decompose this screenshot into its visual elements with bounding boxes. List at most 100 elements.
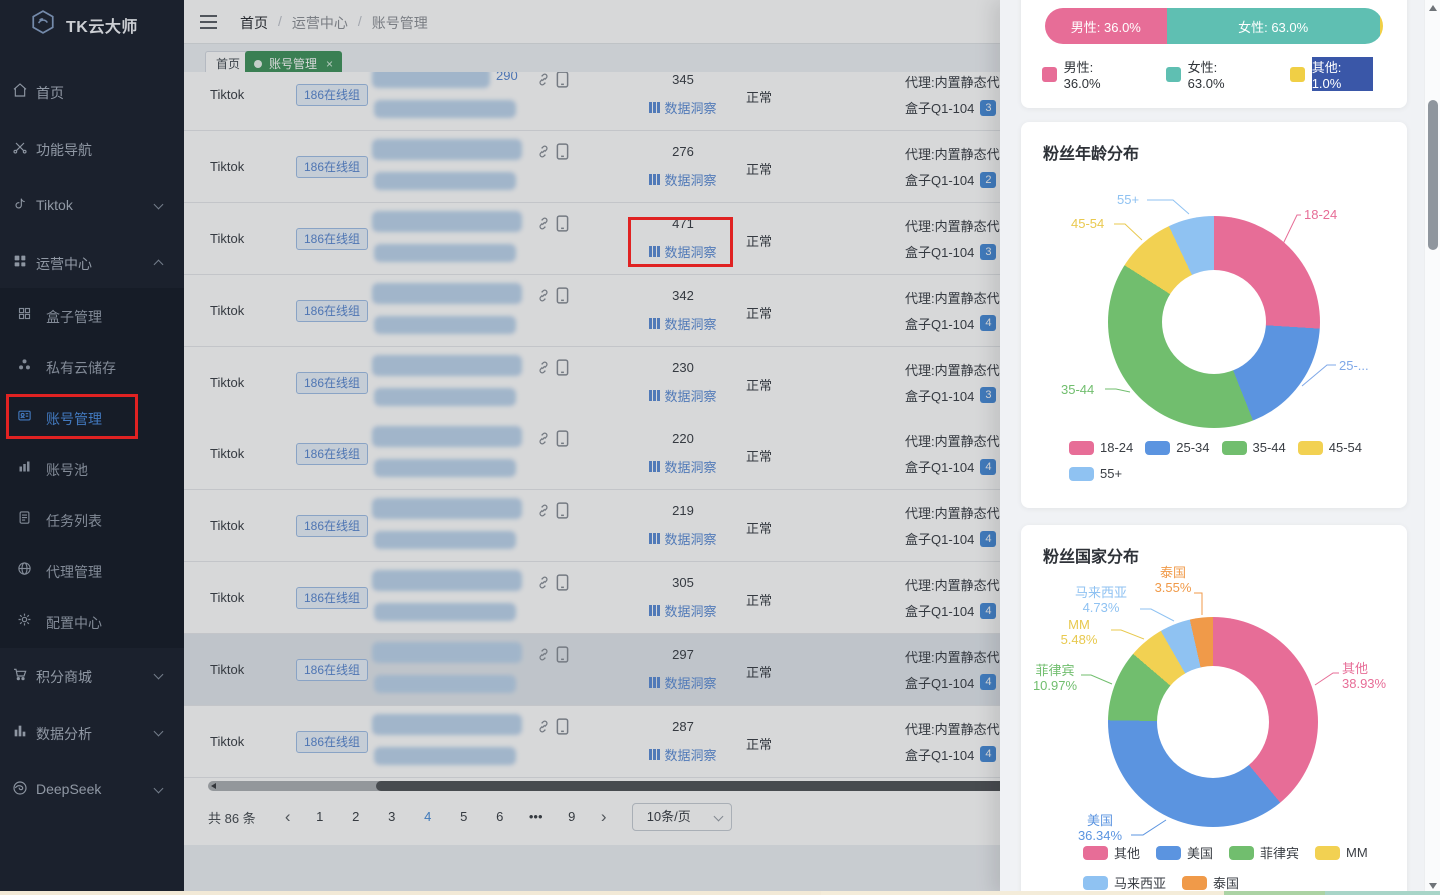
- data-insight-link[interactable]: 数据洞察: [640, 745, 726, 764]
- legend-item[interactable]: 其他: [1083, 843, 1140, 862]
- phone-icon[interactable]: [556, 358, 569, 376]
- page-number[interactable]: •••: [528, 809, 543, 824]
- sidebar-item-operations-center[interactable]: 运营中心: [0, 242, 184, 282]
- app-logo[interactable]: TK云大师: [0, 0, 184, 56]
- legend-item[interactable]: 55+: [1069, 466, 1122, 481]
- data-insight-link[interactable]: 数据洞察: [640, 98, 726, 117]
- page-number[interactable]: 6: [496, 809, 504, 824]
- sidebar-item-task-list[interactable]: 任务列表: [0, 501, 184, 537]
- page-number[interactable]: 9: [568, 809, 576, 824]
- tab-close-icon[interactable]: ×: [326, 57, 334, 71]
- page-number[interactable]: 4: [424, 809, 432, 824]
- horizontal-scrollbar[interactable]: [208, 781, 1005, 791]
- phone-icon[interactable]: [556, 646, 569, 663]
- breadcrumb-home[interactable]: 首页: [240, 15, 268, 31]
- sidebar-item-feature-nav[interactable]: 功能导航: [0, 128, 184, 168]
- group-tag[interactable]: 186在线组: [296, 84, 369, 107]
- legend-item[interactable]: 18-24: [1069, 440, 1133, 455]
- page-number[interactable]: 2: [352, 809, 360, 824]
- group-tag[interactable]: 186在线组: [296, 228, 369, 250]
- link-icon[interactable]: [536, 719, 551, 734]
- sidebar-item-box-manage[interactable]: 盒子管理: [0, 297, 184, 333]
- page-number[interactable]: 1: [316, 809, 324, 824]
- table-row[interactable]: Tiktok 186在线组 276 数据洞察 正常 代理:内置静态代 盒子Q1-…: [184, 131, 1005, 204]
- link-icon[interactable]: [536, 360, 551, 375]
- gender-bar-other[interactable]: [1379, 8, 1383, 44]
- scroll-down-arrow-icon[interactable]: [1429, 883, 1437, 889]
- data-insight-link[interactable]: 数据洞察: [640, 457, 726, 476]
- data-insight-link[interactable]: 数据洞察: [640, 242, 726, 261]
- group-tag[interactable]: 186在线组: [296, 443, 369, 466]
- page-size-select[interactable]: 10条/页: [631, 803, 732, 831]
- group-tag[interactable]: 186在线组: [296, 658, 369, 681]
- country-donut-chart[interactable]: [1108, 617, 1318, 827]
- link-icon[interactable]: [536, 647, 551, 662]
- table-row[interactable]: Tiktok 186在线组 230 数据洞察 正常 代理:内置静态代 盒子Q1-…: [184, 346, 1005, 419]
- legend-item[interactable]: 45-54: [1297, 440, 1362, 455]
- table-row[interactable]: Tiktok 186在线组 342 数据洞察 正常 代理:内置静态代 盒子Q1-…: [184, 274, 1005, 347]
- phone-icon[interactable]: [556, 717, 569, 735]
- age-donut-chart[interactable]: [1108, 216, 1320, 428]
- data-insight-link[interactable]: 数据洞察: [640, 673, 726, 692]
- group-tag[interactable]: 186在线组: [296, 299, 369, 322]
- page-scrollbar[interactable]: [1424, 0, 1440, 895]
- link-icon[interactable]: [536, 575, 551, 590]
- legend-item[interactable]: MM: [1315, 843, 1368, 862]
- gender-bar-female[interactable]: 女性: 63.0%: [1166, 8, 1380, 44]
- scroll-up-arrow-icon[interactable]: [1429, 5, 1437, 11]
- table-row[interactable]: Tiktok 186在线组 290 345 数据洞察 正常 代理:内置静态代 盒…: [184, 72, 1005, 132]
- link-icon[interactable]: [536, 288, 551, 303]
- table-row[interactable]: Tiktok 186在线组 220 数据洞察 正常 代理:内置静态代 盒子Q1-…: [184, 418, 1005, 491]
- scroll-left-arrow-icon[interactable]: [211, 783, 216, 789]
- legend-item[interactable]: 菲律宾: [1229, 843, 1299, 862]
- legend-item[interactable]: 女性: 63.0%: [1166, 57, 1256, 91]
- link-icon[interactable]: [536, 144, 551, 159]
- data-insight-link[interactable]: 数据洞察: [640, 386, 726, 405]
- link-icon[interactable]: [536, 431, 551, 446]
- group-tag[interactable]: 186在线组: [296, 371, 369, 394]
- phone-icon[interactable]: [556, 502, 569, 519]
- horizontal-scrollbar-thumb[interactable]: [376, 781, 1005, 791]
- legend-item[interactable]: 美国: [1156, 843, 1213, 862]
- table-row[interactable]: Tiktok 186在线组 471 数据洞察 正常 代理:内置静态代 盒子Q1-…: [184, 203, 1005, 275]
- page-number[interactable]: 5: [460, 809, 468, 824]
- group-tag[interactable]: 186在线组: [296, 587, 369, 609]
- table-row[interactable]: Tiktok 186在线组 219 数据洞察 正常 代理:内置静态代 盒子Q1-…: [184, 490, 1005, 563]
- data-insight-link[interactable]: 数据洞察: [640, 170, 726, 189]
- phone-icon[interactable]: [556, 574, 569, 591]
- group-tag[interactable]: 186在线组: [296, 515, 369, 538]
- sidebar-item-home[interactable]: 首页: [0, 71, 184, 111]
- sidebar-item-account-pool[interactable]: 账号池: [0, 450, 184, 486]
- legend-item[interactable]: 马来西亚: [1083, 873, 1166, 892]
- link-icon[interactable]: [536, 503, 551, 518]
- phone-icon[interactable]: [556, 430, 569, 448]
- sidebar-item-data-analytics[interactable]: 数据分析: [0, 712, 184, 752]
- sidebar-item-account-manage[interactable]: 账号管理: [0, 399, 184, 435]
- legend-item[interactable]: 35-44: [1221, 440, 1286, 455]
- sidebar-item-proxy-manage[interactable]: 代理管理: [0, 552, 184, 588]
- legend-item[interactable]: 25-34: [1145, 440, 1210, 455]
- group-tag[interactable]: 186在线组: [296, 156, 369, 179]
- gender-bar-male[interactable]: 男性: 36.0%: [1045, 8, 1167, 44]
- table-row[interactable]: Tiktok 186在线组 305 数据洞察 正常 代理:内置静态代 盒子Q1-…: [184, 562, 1005, 634]
- sidebar-item-points-mall[interactable]: 积分商城: [0, 655, 184, 695]
- sidebar-item-config-center[interactable]: 配置中心: [0, 603, 184, 639]
- legend-item[interactable]: 泰国: [1182, 873, 1239, 892]
- sidebar-item-deepseek[interactable]: DeepSeek: [0, 769, 184, 809]
- phone-icon[interactable]: [556, 287, 569, 304]
- phone-icon[interactable]: [556, 143, 569, 160]
- sidebar-item-private-cloud[interactable]: 私有云储存: [0, 348, 184, 384]
- data-insight-link[interactable]: 数据洞察: [640, 314, 726, 333]
- table-row[interactable]: Tiktok 186在线组 297 数据洞察 正常 代理:内置静态代 盒子Q1-…: [184, 633, 1005, 706]
- sidebar-item-tiktok[interactable]: Tiktok: [0, 185, 184, 225]
- phone-icon[interactable]: [556, 215, 569, 232]
- link-icon[interactable]: [536, 216, 551, 231]
- page-scrollbar-thumb[interactable]: [1428, 100, 1438, 250]
- phone-icon[interactable]: [556, 72, 569, 89]
- data-insight-link[interactable]: 数据洞察: [640, 529, 726, 548]
- prev-page-button[interactable]: ‹: [284, 807, 291, 826]
- menu-fold-icon[interactable]: [200, 15, 217, 29]
- legend-item[interactable]: 男性: 36.0%: [1042, 57, 1132, 91]
- data-insight-link[interactable]: 数据洞察: [640, 601, 726, 620]
- breadcrumb-operations[interactable]: 运营中心: [291, 15, 348, 31]
